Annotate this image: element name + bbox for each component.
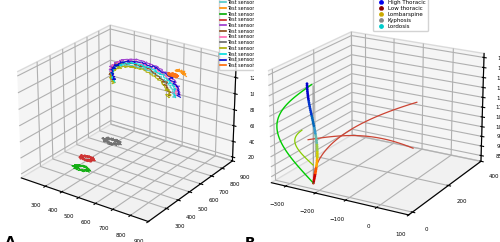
Text: A: A xyxy=(5,235,16,242)
Legend: Test sensor C0, Test sensor C1, Test sensor C2, Test sensor C3, Test sensor D0, : Test sensor C0, Test sensor C1, Test sen… xyxy=(218,0,264,69)
Legend: High Thoracic, Low thoracic, Lombarspine, Kyphosis, Lordosis: High Thoracic, Low thoracic, Lombarspine… xyxy=(373,0,428,31)
Text: B: B xyxy=(244,236,255,242)
